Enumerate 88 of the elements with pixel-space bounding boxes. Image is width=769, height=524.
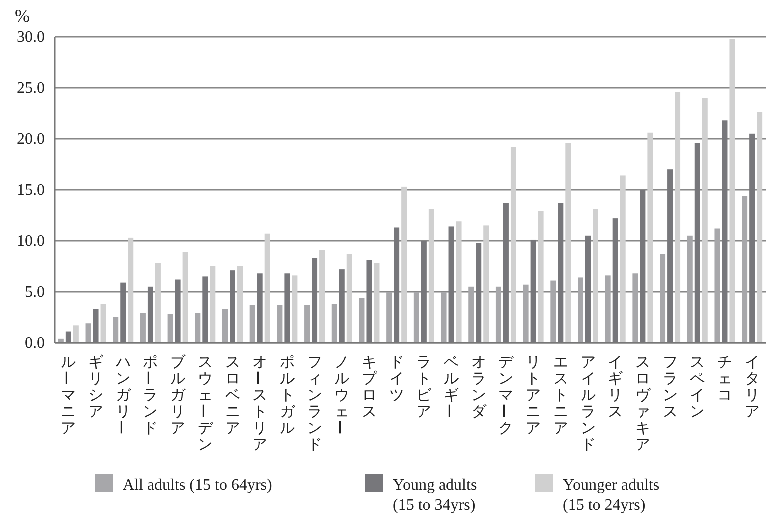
x-tick-label: ルーマニア: [57, 354, 76, 437]
bar: [660, 254, 666, 343]
bar: [414, 292, 420, 343]
bar: [620, 176, 626, 343]
x-tick-label: スウェーデン: [194, 354, 214, 454]
bar: [456, 222, 462, 343]
x-tick-label: イタリア: [744, 354, 760, 420]
bar: [428, 209, 434, 343]
y-tick-label: 15.0: [17, 182, 45, 199]
x-tick-label: デンマーク: [494, 354, 515, 437]
bar: [292, 276, 298, 343]
bar: [593, 209, 598, 343]
legend-label: Young adults (15 to 34yrs): [393, 477, 478, 514]
legend-label: Younger adults (15 to 24yrs): [563, 477, 660, 514]
legend-label: All adults (15 to 64yrs): [123, 477, 272, 494]
bar: [168, 314, 174, 343]
bar: [210, 266, 216, 343]
bar: [550, 280, 556, 343]
y-tick-label: 25.0: [17, 80, 45, 97]
x-tick-label: フィンランド: [307, 354, 322, 454]
bar: [250, 305, 256, 343]
bar: [113, 318, 119, 343]
bar: [566, 143, 572, 343]
bar: [648, 132, 654, 343]
bar: [86, 324, 92, 343]
x-tick-label: ラトビア: [416, 354, 433, 420]
y-tick-label: 30.0: [17, 29, 45, 46]
bar: [687, 236, 693, 343]
bar: [742, 196, 748, 343]
y-tick-label: 20.0: [17, 131, 45, 148]
bar: [730, 39, 736, 343]
y-tick-label: 10.0: [17, 233, 45, 250]
x-tick-label: ノルウェー: [330, 354, 350, 435]
y-tick-label: 5.0: [25, 284, 45, 301]
bar: [264, 234, 270, 343]
x-tick-label: リトアニア: [526, 354, 542, 437]
bar: [757, 112, 763, 343]
x-tick-label: エストニア: [553, 354, 568, 437]
bar: [402, 186, 408, 343]
bar: [510, 147, 516, 343]
x-tick-label: オランダ: [471, 354, 488, 420]
bar: [441, 292, 447, 343]
bar: [73, 326, 79, 343]
x-tick-label: ポルトガル: [280, 354, 296, 437]
bar: [332, 304, 338, 343]
bar: [155, 263, 161, 343]
bar: [128, 238, 134, 343]
bar: [359, 298, 365, 343]
bar: [195, 313, 201, 343]
bar: [320, 250, 326, 343]
bar: [523, 284, 529, 343]
bar: [386, 292, 392, 343]
bar: [100, 304, 106, 343]
bar: [702, 98, 708, 343]
x-tick-label: アイルランド: [580, 354, 596, 454]
bar: [374, 263, 380, 343]
bar: [140, 313, 146, 343]
x-tick-label: ドイツ: [389, 354, 404, 404]
x-tick-label: ハンガリー: [112, 354, 132, 435]
bar: [468, 286, 474, 343]
x-tick-label: ポーランド: [139, 354, 158, 437]
bar: [222, 309, 228, 343]
bar: [182, 252, 188, 343]
bar: [277, 305, 283, 343]
x-tick-label: フランス: [662, 354, 678, 420]
x-tick-label: スロヴァキア: [635, 354, 652, 454]
bar: [578, 278, 584, 343]
y-axis-title: %: [15, 6, 30, 26]
bar: [632, 274, 638, 343]
bar: [304, 305, 310, 343]
x-tick-label: チェコ: [717, 354, 732, 404]
bar: [346, 254, 352, 343]
x-tick-label: キプロス: [362, 354, 378, 420]
x-tick-label: ベルギー: [440, 354, 460, 418]
bar: [238, 266, 243, 343]
x-tick-label: スペイン: [690, 354, 706, 420]
x-tick-label: ギリシア: [88, 354, 104, 420]
x-tick-label: イギリス: [608, 354, 624, 420]
bar: [538, 211, 544, 343]
x-tick-label: オーストリア: [248, 354, 268, 454]
bar: [714, 228, 720, 343]
x-tick-label: スロベニア: [225, 354, 240, 437]
bar: [605, 276, 611, 343]
bar: [496, 286, 502, 343]
y-tick-label: 0.0: [25, 335, 45, 352]
x-tick-label: ブルガリア: [170, 354, 187, 437]
bar: [675, 92, 681, 343]
bar: [484, 226, 490, 343]
